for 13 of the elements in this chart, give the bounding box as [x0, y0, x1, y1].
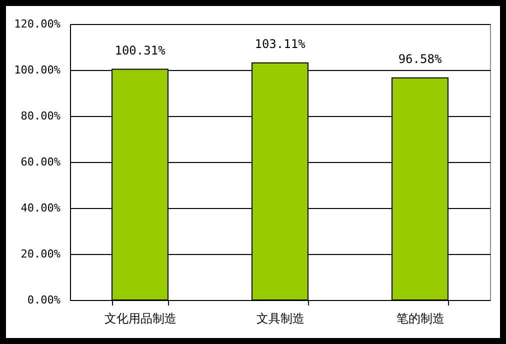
data-label: 100.31%	[114, 43, 166, 58]
y-tick-label: 100.00%	[14, 64, 61, 76]
x-tick-label: 文化用品制造	[104, 312, 176, 326]
y-tick-label: 60.00%	[20, 156, 61, 168]
y-tick-label: 40.00%	[20, 202, 61, 214]
y-tick-label: 0.00%	[27, 294, 61, 306]
data-label: 103.11%	[254, 36, 306, 51]
x-tick-label: 文具制造	[256, 312, 304, 326]
y-tick-label: 20.00%	[20, 248, 61, 260]
data-label: 96.58%	[398, 52, 442, 66]
y-tick-label: 80.00%	[20, 110, 61, 122]
y-tick-label: 120.00%	[14, 18, 61, 30]
x-tick-label: 笔的制造	[396, 312, 444, 326]
